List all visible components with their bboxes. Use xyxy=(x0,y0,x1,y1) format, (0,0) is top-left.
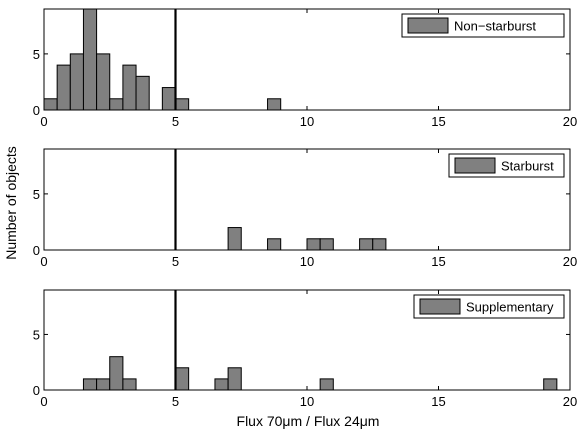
histogram-bar xyxy=(82,378,98,391)
histogram-panel-2: 0 5 10 15 20 0 5 Starburst xyxy=(33,148,577,269)
y-tick-label: 5 xyxy=(33,327,40,342)
x-tick-label: 20 xyxy=(563,114,577,129)
histogram-bar xyxy=(543,378,558,391)
x-tick-label: 15 xyxy=(431,114,445,129)
histogram-panel-1: 0 5 10 15 20 0 5 Non−starburst xyxy=(33,8,577,129)
histogram-bar xyxy=(227,367,242,391)
legend-label: Supplementary xyxy=(466,300,554,315)
x-tick-label: 10 xyxy=(300,254,314,269)
y-tick-label: 0 xyxy=(33,243,40,258)
y-tick-label: 0 xyxy=(33,103,40,118)
histogram-bar xyxy=(96,378,111,391)
panels-group: 0 5 10 15 20 0 5 Non−starburst 0 5 10 15 20 0 5 Starbur… xyxy=(33,8,577,409)
histogram-bar xyxy=(109,98,124,111)
histogram-bar xyxy=(96,53,111,111)
legend-swatch xyxy=(454,157,496,174)
x-tick-label: 5 xyxy=(172,394,179,409)
histogram-bar xyxy=(175,367,190,391)
legend-label: Non−starburst xyxy=(454,19,536,34)
histogram-bar xyxy=(267,98,282,111)
y-tick-label: 5 xyxy=(33,187,40,202)
histogram-bar xyxy=(69,53,84,111)
histogram-panel-3: 0 5 10 15 20 0 5 Supplementary xyxy=(33,289,577,409)
histogram-bar xyxy=(306,238,321,251)
histogram-bar xyxy=(82,8,98,111)
legend-swatch xyxy=(419,298,461,315)
histogram-bar xyxy=(359,238,374,251)
legend-label: Starburst xyxy=(501,159,554,174)
x-tick-label: 0 xyxy=(40,394,47,409)
x-axis-label: Flux 70μm / Flux 24μm xyxy=(237,413,380,429)
x-tick-label: 10 xyxy=(300,394,314,409)
legend-swatch xyxy=(407,17,449,34)
y-axis-label: Number of objects xyxy=(3,146,19,260)
histogram-bar xyxy=(122,64,137,111)
x-tick-label: 15 xyxy=(431,394,445,409)
histogram-bar xyxy=(214,378,229,391)
x-tick-label: 10 xyxy=(300,114,314,129)
x-tick-label: 5 xyxy=(172,114,179,129)
x-tick-label: 0 xyxy=(40,254,47,269)
x-tick-label: 20 xyxy=(563,254,577,269)
x-tick-label: 15 xyxy=(431,254,445,269)
x-tick-label: 20 xyxy=(563,394,577,409)
y-tick-label: 0 xyxy=(33,383,40,398)
histogram-bar xyxy=(43,98,58,111)
y-tick-label: 5 xyxy=(33,47,40,62)
histogram-bar xyxy=(227,227,242,251)
histogram-bar xyxy=(175,98,190,111)
x-tick-label: 0 xyxy=(40,114,47,129)
histogram-bar xyxy=(122,378,137,391)
x-tick-label: 5 xyxy=(172,254,179,269)
histogram-bar xyxy=(109,356,124,391)
histogram-bar xyxy=(135,75,150,111)
histogram-bar xyxy=(56,64,71,111)
histogram-bar xyxy=(267,238,282,251)
histogram-bar xyxy=(319,378,334,391)
histogram-bar xyxy=(319,238,334,251)
histogram-bar xyxy=(161,87,177,111)
histogram-bar xyxy=(372,238,387,251)
